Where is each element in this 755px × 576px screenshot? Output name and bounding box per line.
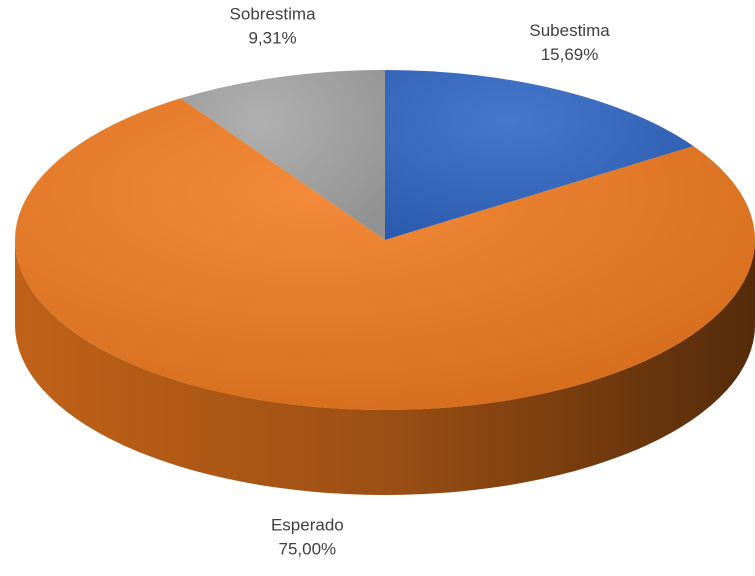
- slice-value-label: 75,00%: [279, 540, 337, 559]
- side-shade: [15, 240, 755, 495]
- slice-label: Sobrestima: [230, 4, 317, 23]
- slice-value-label: 9,31%: [248, 28, 296, 47]
- slice-gloss: [15, 98, 755, 410]
- slice-value-label: 15,69%: [541, 45, 599, 64]
- slice-gloss: [385, 70, 694, 240]
- slice-gloss: [180, 70, 385, 240]
- slice-label: Subestima: [529, 21, 610, 40]
- slice-label: Esperado: [271, 516, 344, 535]
